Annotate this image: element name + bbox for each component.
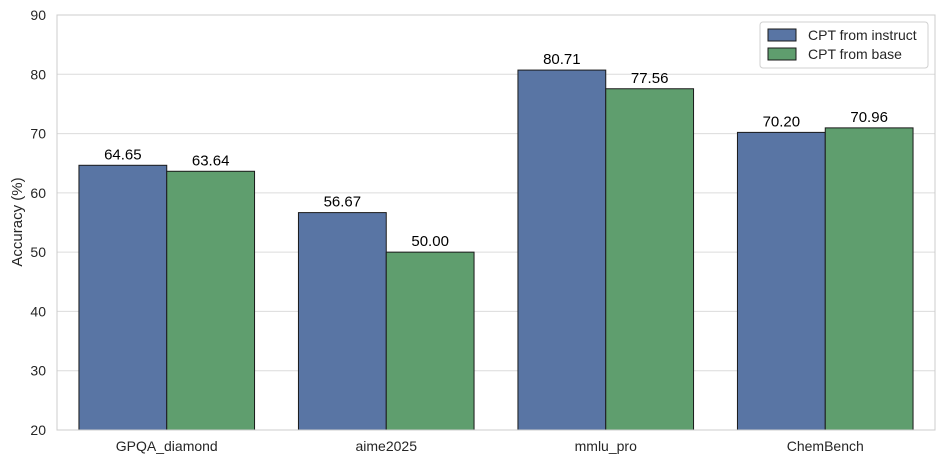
legend-box xyxy=(759,21,929,69)
bar xyxy=(78,164,168,431)
y-tick-label: 40 xyxy=(30,303,46,319)
data-label: 50.00 xyxy=(411,233,449,250)
bar xyxy=(385,251,475,431)
y-tick-label: 60 xyxy=(30,185,46,201)
x-axis-ticks: GPQA_diamond aime2025 mmlu_pro ChemBench xyxy=(116,438,864,454)
bar xyxy=(297,212,387,431)
data-label: 70.20 xyxy=(763,113,801,130)
legend-swatch xyxy=(767,47,797,61)
x-tick-label: mmlu_pro xyxy=(575,438,637,454)
bar xyxy=(824,127,914,431)
y-tick-label: 80 xyxy=(30,66,46,82)
legend-swatch xyxy=(767,28,797,42)
plot-frame xyxy=(56,14,936,431)
x-tick-label: ChemBench xyxy=(787,438,864,454)
data-label: 80.71 xyxy=(543,51,581,68)
data-label: 63.64 xyxy=(192,152,230,169)
plot-border xyxy=(56,14,936,431)
bar xyxy=(605,88,695,431)
y-tick-label: 20 xyxy=(30,422,46,438)
legend: CPT from instruct CPT from base xyxy=(759,21,929,69)
y-tick-label: 50 xyxy=(30,244,46,260)
y-tick-label: 90 xyxy=(30,7,46,23)
data-label: 77.56 xyxy=(631,70,669,87)
legend-label: CPT from instruct xyxy=(808,27,917,43)
bar xyxy=(736,131,826,431)
legend-label: CPT from base xyxy=(808,46,902,62)
y-tick-label: 70 xyxy=(30,126,46,142)
x-tick-label: GPQA_diamond xyxy=(116,438,218,454)
y-tick-label: 30 xyxy=(30,363,46,379)
y-axis-label: Accuracy (%) xyxy=(9,177,26,266)
y-axis-ticks: 20 30 40 50 60 70 80 90 xyxy=(30,7,46,438)
bars xyxy=(78,69,914,431)
bar xyxy=(517,69,607,431)
x-tick-label: aime2025 xyxy=(356,438,418,454)
data-labels: 64.65 63.64 56.67 50.00 80.71 77.56 70.20 70.96 xyxy=(104,51,888,250)
data-label: 70.96 xyxy=(850,109,888,126)
data-label: 56.67 xyxy=(324,194,362,211)
data-label: 64.65 xyxy=(104,146,142,163)
bar xyxy=(166,170,256,431)
